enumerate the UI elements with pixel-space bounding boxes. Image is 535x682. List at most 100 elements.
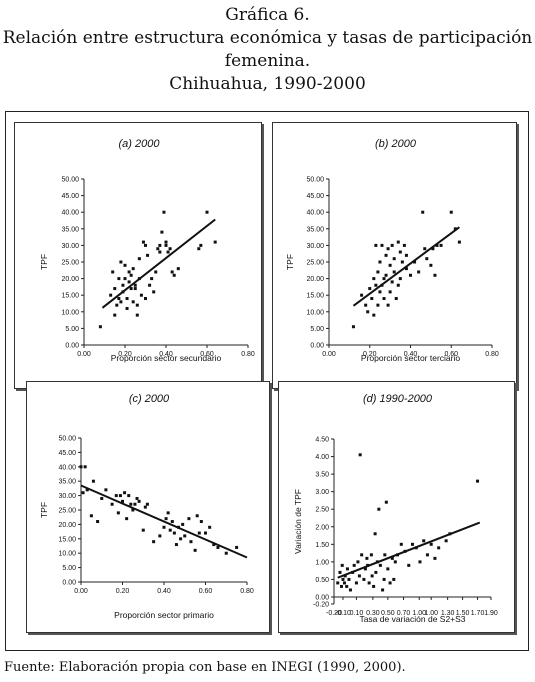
scatter-chart-a: (a) 2000 0.00 5.00 10.00 15.00 20.00 25.00 30.0… <box>39 138 255 363</box>
chart-title: (c) 2000 <box>129 393 170 405</box>
data-point <box>388 263 392 267</box>
data-point <box>158 243 162 247</box>
data-point <box>141 528 145 532</box>
data-point <box>345 567 349 571</box>
x-tick-label: 0.80 <box>241 351 255 358</box>
y-tick-label: 5.00 <box>65 326 79 333</box>
data-point <box>204 531 207 535</box>
data-point <box>125 306 129 310</box>
data-point <box>368 287 372 291</box>
data-point <box>174 543 178 547</box>
x-tick-label: 0.40 <box>159 351 173 358</box>
y-tick-label: 15.00 <box>61 293 79 300</box>
chart-panel-a: (a) 2000 0.00 5.00 10.00 15.00 20.00 25.00 30.0… <box>14 122 262 389</box>
y-tick-label: 10.00 <box>61 309 79 316</box>
x-tick-label: 0.80 <box>240 588 254 595</box>
source-suffix: (1990, 2000). <box>312 660 406 675</box>
x-tick-label: 0.60 <box>444 351 458 358</box>
data-point <box>89 514 93 518</box>
data-point <box>400 260 404 264</box>
data-point <box>378 563 382 567</box>
data-point <box>115 303 119 307</box>
data-point <box>341 577 345 581</box>
data-point <box>407 563 411 567</box>
data-point <box>378 290 382 294</box>
x-tick-label: 1.70 <box>471 610 485 617</box>
data-point <box>370 574 374 578</box>
data-point <box>135 496 139 500</box>
data-point <box>133 287 137 291</box>
x-tick-label: 0.40 <box>157 588 171 595</box>
trend-line <box>337 521 481 579</box>
data-point <box>170 270 174 274</box>
scatter-chart-c: (c) 2000 0.00 5.00 10.00 15.00 20.00 25.00 30.0… <box>39 393 254 620</box>
x-tick-label: 0.20 <box>116 588 130 595</box>
data-point <box>164 243 168 247</box>
data-point <box>129 502 133 506</box>
data-point <box>360 553 364 557</box>
data-point <box>342 581 346 585</box>
data-point <box>476 479 480 483</box>
data-point <box>398 250 402 254</box>
data-point <box>111 270 115 274</box>
y-tick-label: 25.00 <box>61 260 79 267</box>
y-tick-label: 35.00 <box>58 479 76 486</box>
data-point <box>392 257 396 261</box>
data-point <box>179 537 183 541</box>
data-point <box>338 570 342 574</box>
y-tick-label: 20.00 <box>58 522 76 529</box>
data-point <box>224 551 228 555</box>
data-point <box>374 243 378 247</box>
y-tick-label: 15.00 <box>58 536 76 543</box>
figure-title: Gráfica 6. Relación entre estructura eco… <box>0 4 535 96</box>
y-tick-label: 30.00 <box>306 243 324 250</box>
data-point <box>133 502 137 506</box>
data-point <box>377 507 381 511</box>
source-prefix: Fuente: Elaboración propia con base en <box>4 660 272 675</box>
x-tick-label: 0.70 <box>397 610 411 617</box>
y-tick-label: 30.00 <box>61 243 79 250</box>
data-point <box>129 273 133 277</box>
figure-title-line-1: Gráfica 6. <box>225 5 310 25</box>
data-point <box>390 243 394 247</box>
y-axis-label: TPF <box>39 254 49 270</box>
scatter-chart-b: (b) 2000 0.00 5.00 10.00 15.00 20.00 25.00 30.0… <box>285 138 499 363</box>
data-point <box>382 277 386 281</box>
data-point <box>425 257 429 261</box>
data-point <box>449 210 453 214</box>
data-point <box>162 525 166 529</box>
data-point <box>187 517 191 521</box>
data-point <box>170 520 174 524</box>
data-point <box>356 560 360 564</box>
figure-frame <box>5 111 529 651</box>
chart-panel-b: (b) 2000 0.00 5.00 10.00 15.00 20.00 25.00 30.0… <box>272 122 517 389</box>
y-tick-label: 2.50 <box>315 507 329 514</box>
y-axis-label: TPF <box>285 254 295 270</box>
data-point <box>382 577 386 581</box>
data-point <box>386 567 390 571</box>
data-point <box>423 247 427 251</box>
data-point <box>372 277 376 281</box>
data-point <box>160 230 164 234</box>
data-point <box>381 588 385 592</box>
y-tick-label: 5.00 <box>310 326 324 333</box>
data-point <box>199 243 203 247</box>
data-point <box>372 313 376 317</box>
data-point <box>339 584 343 588</box>
data-point <box>143 505 147 509</box>
figure-title-line-4: Chihuahua, 1990-2000 <box>169 74 366 94</box>
data-point <box>372 584 376 588</box>
data-point <box>114 494 118 498</box>
data-point <box>366 310 370 314</box>
data-point <box>164 517 168 521</box>
trend-line <box>80 484 248 559</box>
y-tick-label: 30.00 <box>58 493 76 500</box>
data-point <box>189 540 193 544</box>
data-point <box>137 499 141 503</box>
data-point <box>152 290 156 294</box>
data-point <box>79 465 83 469</box>
data-point <box>166 250 170 254</box>
y-tick-label: 40.00 <box>61 210 79 217</box>
data-point <box>413 260 417 264</box>
data-point <box>388 290 392 294</box>
